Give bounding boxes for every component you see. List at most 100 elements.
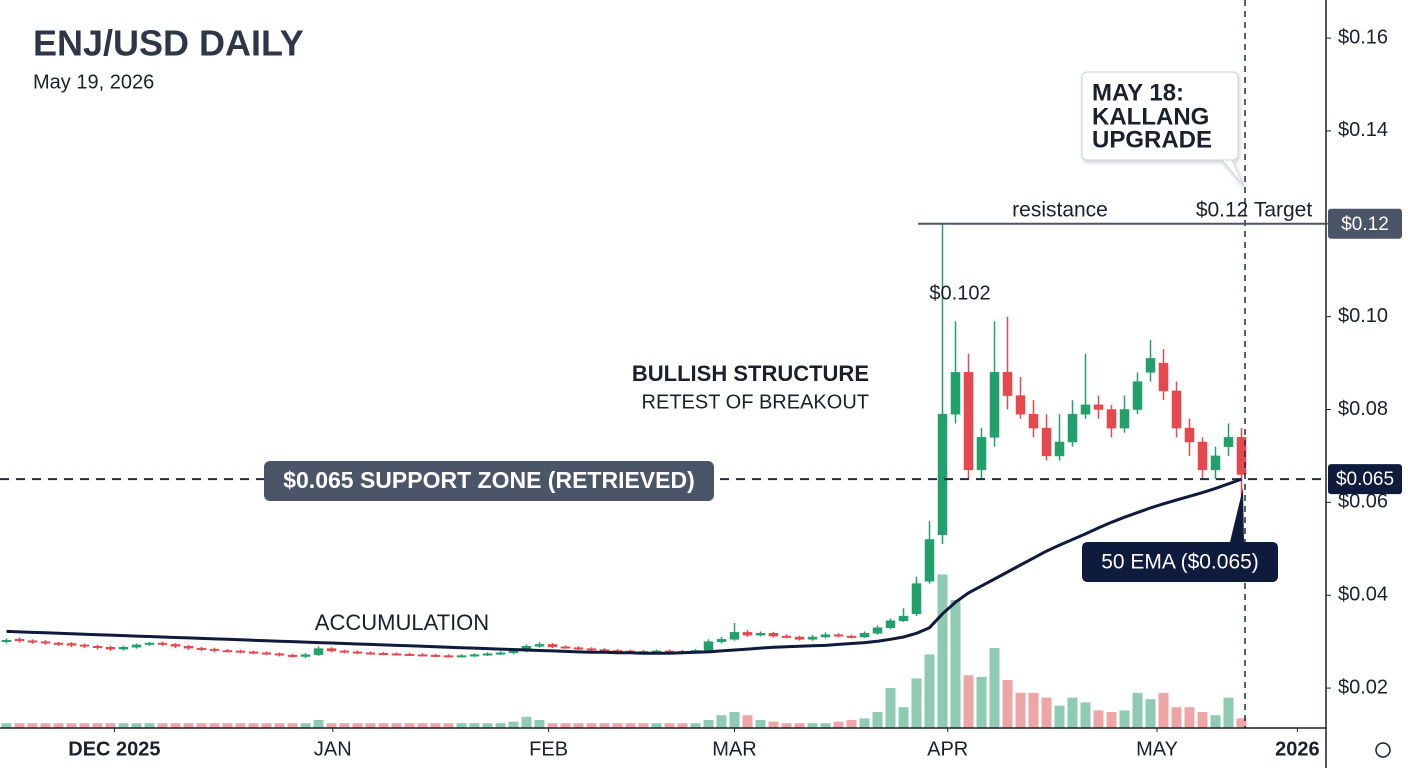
candle-body <box>378 653 389 655</box>
candle-body <box>482 653 493 656</box>
volume-bar <box>27 723 38 728</box>
candle-body <box>144 642 155 645</box>
candle-body <box>1197 441 1208 471</box>
volume-bar <box>1054 705 1065 728</box>
volume-bar <box>1119 710 1130 728</box>
volume-bar <box>430 723 441 728</box>
volume-bar <box>326 723 337 728</box>
candle-body <box>235 650 246 653</box>
volume-bar <box>560 723 571 728</box>
candle-body <box>391 653 402 656</box>
event-line-1: MAY 18: <box>1092 79 1184 106</box>
volume-bar <box>1184 707 1195 728</box>
candle-body <box>404 653 415 656</box>
x-tick-label: FEB <box>529 738 568 760</box>
support-label: $0.065 SUPPORT ZONE (RETRIEVED) <box>283 467 695 493</box>
candle-body <box>703 641 714 651</box>
candle-body <box>248 651 259 654</box>
volume-bar <box>924 654 935 728</box>
volume-bar <box>1197 712 1208 728</box>
support-callout: $0.065 SUPPORT ZONE (RETRIEVED) <box>264 461 714 501</box>
candle-body <box>1028 413 1039 429</box>
volume-bar <box>1002 680 1013 728</box>
candle-body <box>53 642 64 645</box>
candle-body <box>469 654 480 657</box>
candle-body <box>1106 409 1117 429</box>
candle-layer <box>1 223 1247 658</box>
candle-body <box>430 654 441 657</box>
volume-bar <box>313 720 324 728</box>
volume-bar <box>274 723 285 728</box>
volume-bar <box>937 574 948 728</box>
candle-body <box>287 654 298 657</box>
candle-body <box>209 648 220 651</box>
volume-bar <box>170 723 181 728</box>
candle-body <box>352 651 363 654</box>
candle-body <box>456 655 467 658</box>
volume-bar <box>53 723 64 728</box>
volume-bar <box>586 723 597 728</box>
resistance-label: resistance <box>1012 199 1108 222</box>
candle-body <box>1015 395 1026 415</box>
candle-body <box>1171 390 1182 429</box>
volume-bar <box>755 720 766 728</box>
candle-body <box>131 644 142 648</box>
volume-bar <box>1015 692 1026 728</box>
y-tick-label: $0.16 <box>1338 26 1388 48</box>
volume-bar <box>1132 692 1143 728</box>
volume-bar <box>66 723 77 728</box>
x-tick-label: MAY <box>1136 738 1178 760</box>
volume-bar <box>976 676 987 728</box>
volume-bar <box>742 715 753 728</box>
volume-bar <box>495 723 506 728</box>
candle-body <box>1054 441 1065 457</box>
settings-icon[interactable] <box>1375 742 1391 758</box>
volume-bar <box>196 723 207 728</box>
volume-bar <box>781 723 792 728</box>
accumulation-label: ACCUMULATION <box>315 610 489 635</box>
volume-bar <box>1041 697 1052 728</box>
volume-bar <box>1 723 12 728</box>
settings-icon-ring[interactable] <box>1375 742 1391 758</box>
candle-body <box>1236 437 1247 475</box>
volume-bar <box>118 723 129 728</box>
level-label: $0.065 <box>1336 469 1394 490</box>
volume-bar <box>1080 702 1091 728</box>
candle-body <box>1223 437 1234 447</box>
x-tick-label: 2026 <box>1275 738 1320 760</box>
volume-bar <box>1028 692 1039 728</box>
volume-bar <box>378 723 389 728</box>
candle-body <box>729 632 740 640</box>
volume-bar <box>300 723 311 728</box>
x-tick-label: JAN <box>314 738 352 760</box>
chart-title: ENJ/USD DAILY <box>33 23 304 64</box>
candle-body <box>1119 409 1130 429</box>
x-tick-label: MAR <box>712 738 756 760</box>
candle-body <box>716 639 727 642</box>
volume-bar <box>209 723 220 728</box>
volume-bar <box>287 723 298 728</box>
volume-bar <box>1171 707 1182 728</box>
volume-bar <box>443 723 454 728</box>
volume-bar <box>1093 710 1104 728</box>
volume-bar <box>599 723 610 728</box>
level-layer <box>0 222 1326 481</box>
candle-body <box>794 636 805 640</box>
level-box <box>1328 208 1402 239</box>
volume-bar <box>638 723 649 728</box>
volume-bar <box>768 721 779 728</box>
volume-bar <box>508 721 519 728</box>
candle-body <box>859 633 870 638</box>
candle-body <box>911 583 922 615</box>
volume-bar <box>1236 718 1247 728</box>
ema-callout: 50 EMA ($0.065) <box>1082 488 1278 582</box>
candle-body <box>79 644 90 647</box>
candle-body <box>742 632 753 636</box>
volume-bar <box>716 715 727 728</box>
candle-body <box>937 413 948 536</box>
candle-body <box>976 437 987 471</box>
structure-title: BULLISH STRUCTURE <box>632 361 869 386</box>
volume-bar <box>14 723 25 728</box>
volume-bar <box>404 723 415 728</box>
